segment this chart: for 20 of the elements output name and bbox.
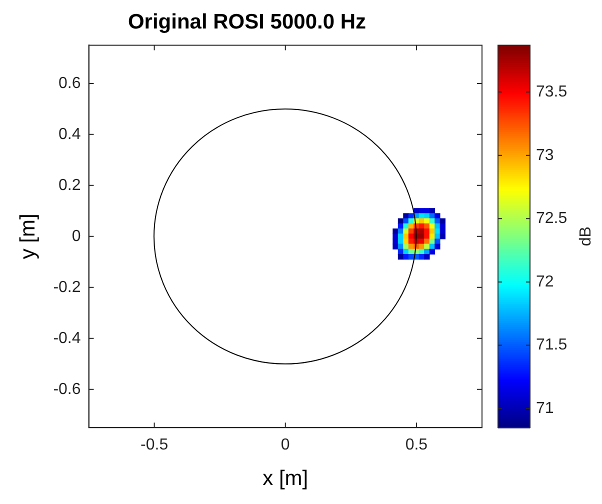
color-bar-label: 71 [536,400,554,418]
x-tick-label: 0 [280,436,290,454]
color-bar-label: 71.5 [536,336,568,354]
y-tick-label: 0 [72,228,81,245]
y-axis-title: y [m] [16,214,40,260]
chart-title: Original ROSI 5000.0 Hz [128,10,366,34]
color-bar-title: dB [577,226,594,246]
y-tick-label: 0.6 [58,74,81,92]
x-tick-label: -0.5 [140,436,168,454]
color-bar-label: 72 [536,273,554,290]
color-bar-label: 73.5 [536,83,568,100]
y-tick-label: -0.4 [53,330,81,347]
color-bar-label: 72.5 [536,210,568,228]
y-tick-label: 0.4 [58,126,81,143]
x-tick-label: 0.5 [405,436,428,454]
color-bar-label: 73 [536,146,554,164]
y-tick-label: 0.2 [58,176,81,194]
y-tick-label: -0.6 [53,380,81,398]
y-tick-label: -0.2 [53,278,81,296]
x-axis-title: x [m] [262,467,308,490]
